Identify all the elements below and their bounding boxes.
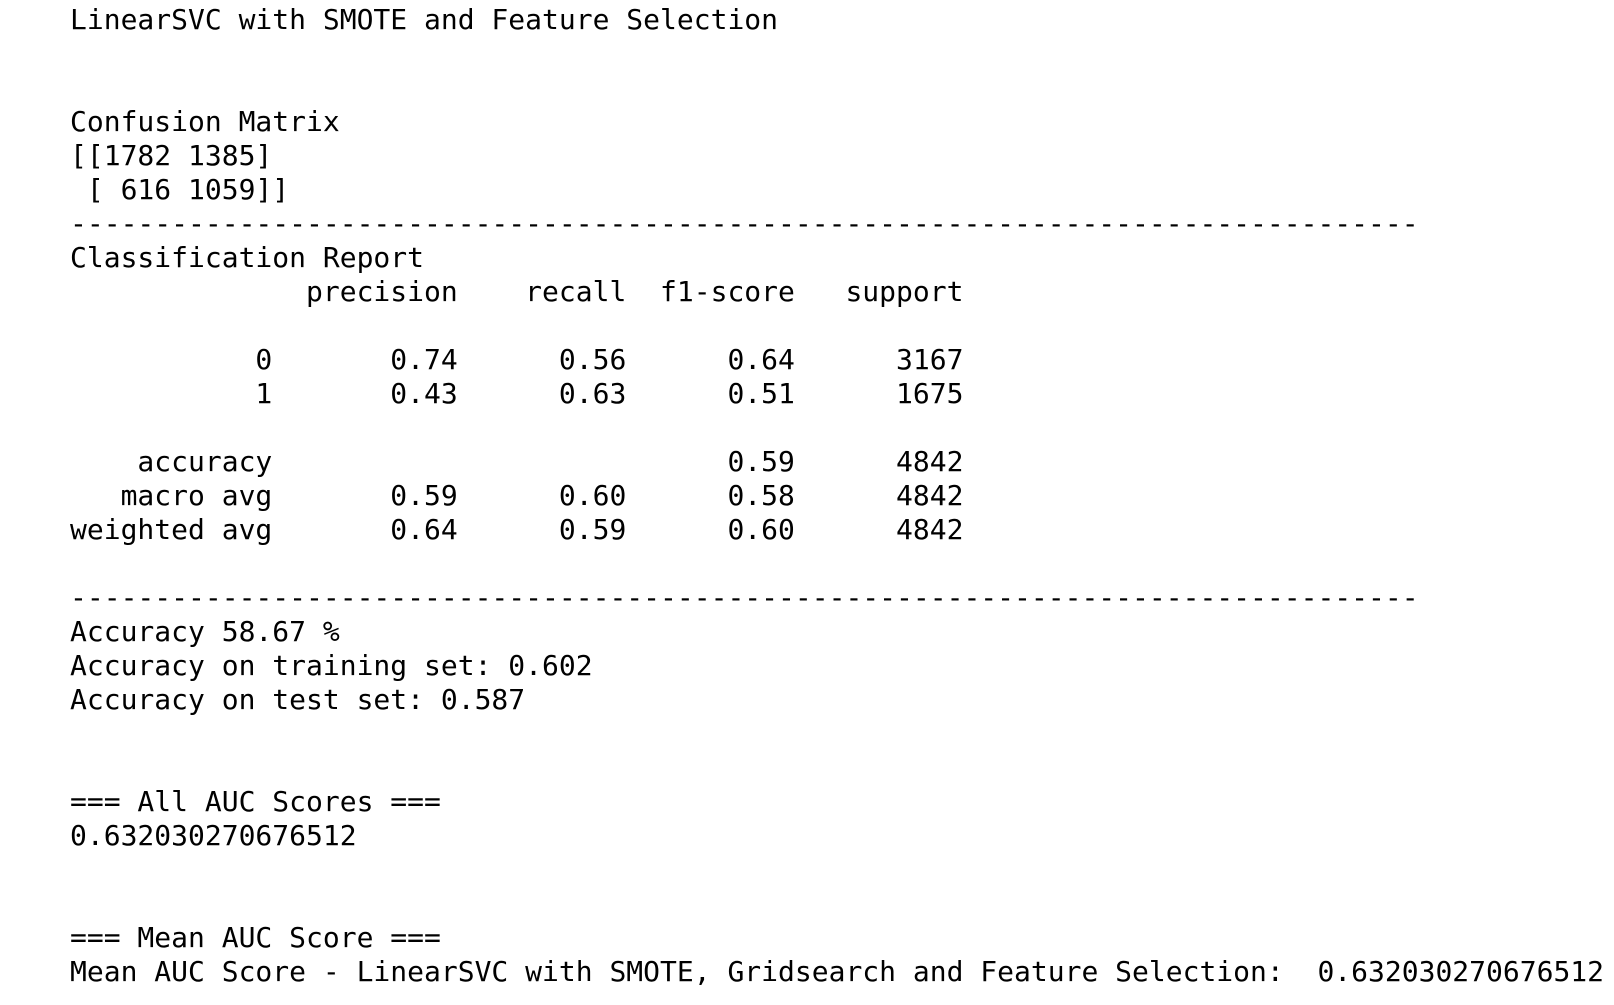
confusion-matrix-heading: Confusion Matrix (70, 105, 340, 138)
blank-line (70, 717, 1604, 751)
test-accuracy: Accuracy on test set: 0.587 (70, 683, 526, 716)
separator-line: ----------------------------------------… (70, 581, 1419, 614)
blank-line (70, 547, 1604, 581)
blank-line (70, 853, 1604, 887)
all-auc-value: 0.632030270676512 (70, 819, 357, 852)
all-auc-heading: === All AUC Scores === (70, 785, 441, 818)
output-title: LinearSVC with SMOTE and Feature Selecti… (70, 3, 779, 36)
confusion-matrix-row-0: [[1782 1385] (70, 139, 273, 172)
blank-line (70, 411, 1604, 445)
classification-report-heading: Classification Report (70, 241, 425, 274)
report-row-macro-avg: macro avg 0.59 0.60 0.58 4842 (70, 479, 964, 512)
accuracy-percent: Accuracy 58.67 % (70, 615, 340, 648)
report-row-weighted-avg: weighted avg 0.64 0.59 0.60 4842 (70, 513, 964, 546)
console-output: LinearSVC with SMOTE and Feature Selecti… (70, 3, 1604, 989)
report-row-class-1: 1 0.43 0.63 0.51 1675 (70, 377, 964, 410)
confusion-matrix-row-1: [ 616 1059]] (70, 173, 290, 206)
training-accuracy: Accuracy on training set: 0.602 (70, 649, 593, 682)
report-row-class-0: 0 0.74 0.56 0.64 3167 (70, 343, 964, 376)
blank-line (70, 751, 1604, 785)
report-header-row: precision recall f1-score support (70, 275, 964, 308)
report-row-accuracy: accuracy 0.59 4842 (70, 445, 964, 478)
blank-line (70, 37, 1604, 71)
blank-line (70, 309, 1604, 343)
blank-line (70, 71, 1604, 105)
separator-line: ----------------------------------------… (70, 207, 1419, 240)
mean-auc-result: Mean AUC Score - LinearSVC with SMOTE, G… (70, 955, 1605, 988)
blank-line (70, 887, 1604, 921)
mean-auc-heading: === Mean AUC Score === (70, 921, 441, 954)
